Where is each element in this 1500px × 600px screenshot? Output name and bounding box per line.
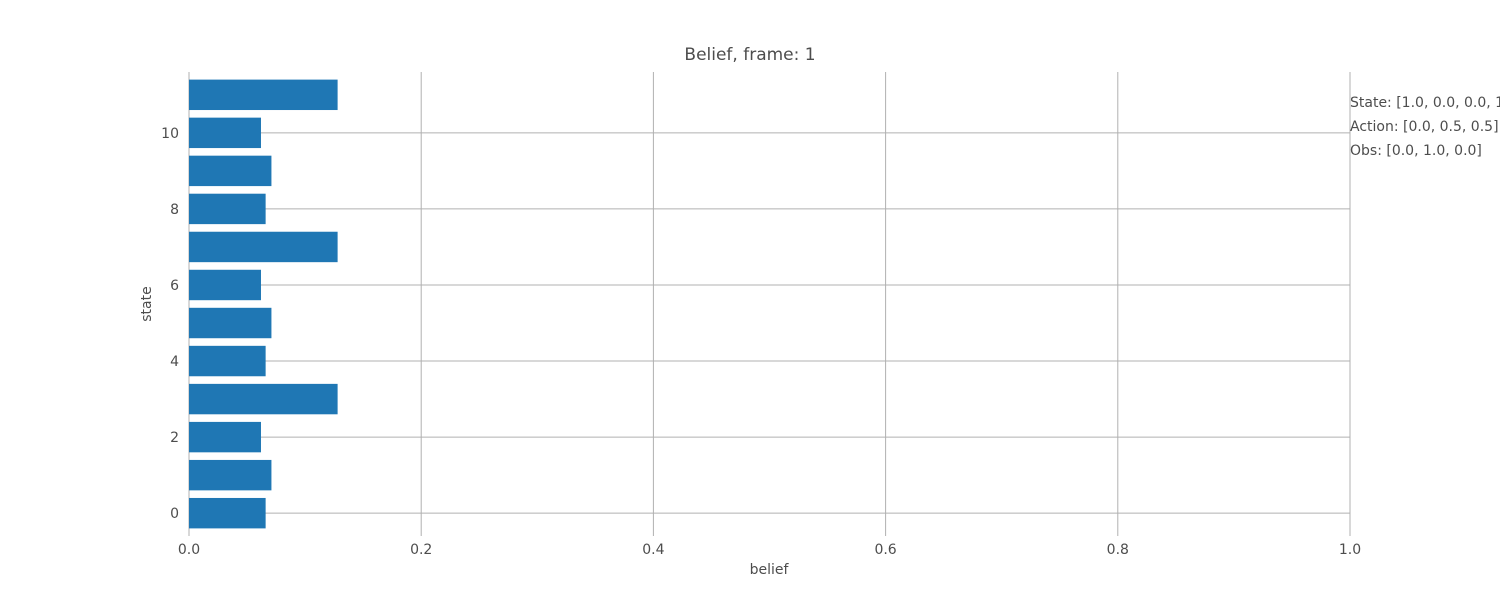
- bar-state-10: [189, 117, 261, 149]
- state-annotation: State: [1.0, 0.0, 0.0, 1: [1350, 95, 1500, 111]
- y-tick-label: 10: [161, 126, 179, 142]
- x-tick-label: 1.0: [1339, 542, 1361, 558]
- y-tick-label: 4: [170, 354, 179, 370]
- x-tick-label: 0.0: [178, 542, 200, 558]
- y-tick-label: 6: [170, 278, 179, 294]
- bar-state-8: [189, 193, 266, 225]
- x-tick-label: 0.8: [1107, 542, 1129, 558]
- chart-title: Belief, frame: 1: [684, 45, 816, 65]
- bar-state-4: [189, 345, 266, 377]
- bar-state-0: [189, 497, 266, 529]
- x-axis-label: belief: [750, 562, 790, 578]
- x-tick-label: 0.2: [410, 542, 432, 558]
- action-annotation: Action: [0.0, 0.5, 0.5]: [1350, 119, 1499, 135]
- tick-labels: 0.0 0.2 0.4 0.6 0.8 1.0 0 2 4 6 8 10: [161, 126, 1361, 558]
- grid-lines: [188, 72, 1351, 536]
- y-tick-label: 2: [170, 430, 179, 446]
- y-axis-label: state: [139, 286, 155, 321]
- x-tick-label: 0.6: [874, 542, 896, 558]
- obs-annotation: Obs: [0.0, 1.0, 0.0]: [1350, 143, 1482, 159]
- y-tick-label: 0: [170, 506, 179, 522]
- bar-state-5: [189, 307, 272, 339]
- bar-state-9: [189, 155, 272, 187]
- x-tick-label: 0.4: [642, 542, 664, 558]
- bar-state-11: [189, 79, 338, 111]
- bar-state-6: [189, 269, 261, 301]
- bar-state-3: [189, 383, 338, 415]
- y-tick-label: 8: [170, 202, 179, 218]
- bar-state-7: [189, 231, 338, 263]
- info-annotations: State: [1.0, 0.0, 0.0, 1 Action: [0.0, 0…: [1350, 91, 1500, 163]
- bar-state-1: [189, 459, 272, 491]
- bars: [189, 79, 338, 529]
- bar-state-2: [189, 421, 261, 453]
